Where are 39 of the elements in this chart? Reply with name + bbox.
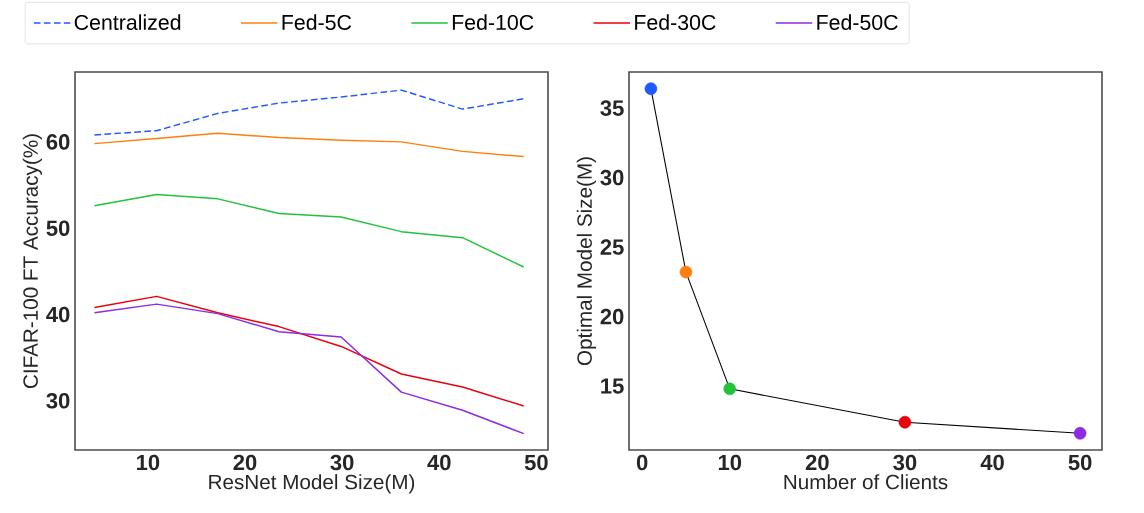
legend-label: Centralized [74, 14, 181, 30]
line-series [93, 193, 525, 268]
x-tick-label: 30 [893, 454, 917, 471]
line-series [93, 303, 525, 435]
point [679, 265, 693, 279]
y-tick-label: 50 [46, 220, 70, 236]
x-tick-label: 40 [980, 454, 1004, 471]
point [1073, 427, 1087, 440]
line-series [93, 295, 525, 407]
point [898, 415, 912, 429]
y-tick-label: 25 [600, 239, 624, 255]
x-tick-label: 20 [805, 454, 829, 471]
x-tick-label: 10 [718, 454, 742, 471]
line-series [93, 89, 525, 136]
y-axis-title: Optimal Model Size(M) [576, 157, 596, 366]
y-tick-label: 30 [600, 169, 624, 186]
y-tick-label: 30 [46, 392, 70, 409]
y-tick-label: 20 [600, 308, 624, 325]
x-axis-title: ResNet Model Size(M) [209, 474, 415, 494]
legend-label: Fed-50C [817, 14, 898, 30]
y-tick-label: 40 [46, 306, 70, 323]
legend-label: Fed-10C [452, 14, 534, 30]
y-tick-label: 35 [600, 100, 624, 116]
line-series [93, 132, 525, 158]
x-tick-label: 10 [137, 454, 160, 471]
x-tick-label: 40 [427, 454, 451, 471]
x-tick-label: 50 [524, 454, 548, 471]
x-axis-title: Number of Clients [784, 474, 948, 490]
x-tick-label: 30 [330, 454, 354, 471]
y-axis-title: CIFAR-100 FT Accuracy(%) [22, 134, 43, 388]
x-tick-label: 20 [233, 454, 257, 471]
y-tick-label: 60 [46, 134, 70, 150]
point [644, 82, 658, 95]
legend-label: Fed-5C [282, 14, 352, 30]
legend-label: Fed-30C [635, 14, 716, 30]
x-tick-label: 50 [1068, 454, 1092, 471]
point [723, 382, 737, 396]
x-tick-label: 0 [636, 454, 648, 471]
y-tick-label: 15 [601, 378, 624, 394]
